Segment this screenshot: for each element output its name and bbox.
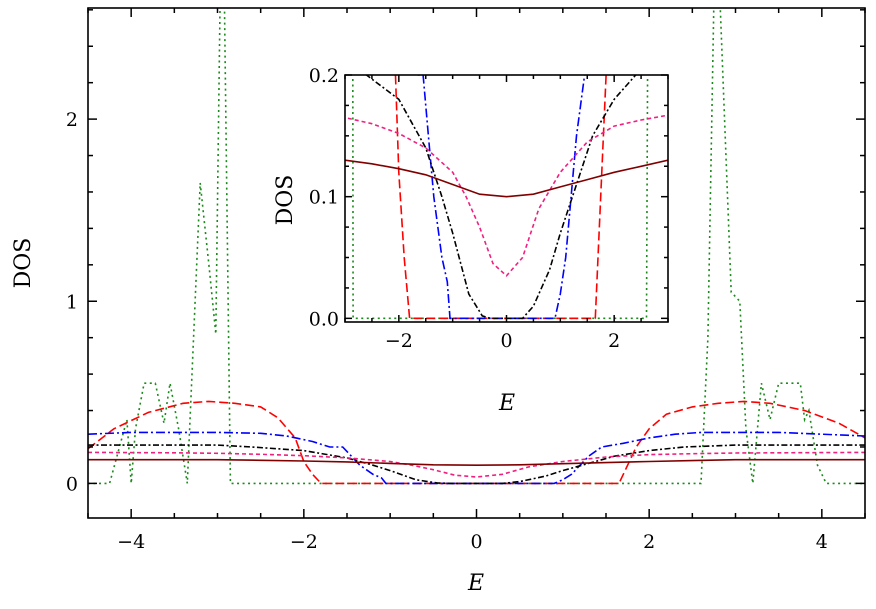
x-tick-label: 2 <box>643 531 655 553</box>
plot-frame <box>87 7 866 519</box>
main-x-axis-label: E <box>467 571 484 596</box>
x-tick-label: 2 <box>608 330 620 352</box>
y-tick-label: 0 <box>66 473 78 495</box>
series-line-6 <box>345 159 668 198</box>
series-line-5 <box>88 451 865 478</box>
x-tick-label: 0 <box>500 330 512 352</box>
y-tick-label: 0.0 <box>309 308 339 330</box>
inset-y-axis-label: DOS <box>273 175 298 226</box>
main-y-axis-label: DOS <box>11 238 36 289</box>
series-line-6 <box>88 458 865 467</box>
x-tick-label: −2 <box>290 531 318 553</box>
series-line-5 <box>345 114 668 277</box>
series-line-2 <box>88 400 865 485</box>
plot-frame <box>344 74 669 323</box>
y-tick-label: 1 <box>66 291 78 313</box>
series-line-4 <box>88 444 865 485</box>
y-tick-label: 2 <box>66 109 78 131</box>
inset-plot: −2 0 2 0.0 0.1 0.2 <box>309 65 669 352</box>
y-tick-label: 0.1 <box>309 187 339 209</box>
x-tick-label: −4 <box>117 531 145 553</box>
x-tick-label: 4 <box>816 531 828 553</box>
plot-background <box>345 75 668 322</box>
x-tick-label: −2 <box>385 330 413 352</box>
y-tick-label: 0.2 <box>309 65 339 87</box>
x-tick-label: 0 <box>470 531 482 553</box>
inset-x-axis-label: E <box>498 391 515 416</box>
